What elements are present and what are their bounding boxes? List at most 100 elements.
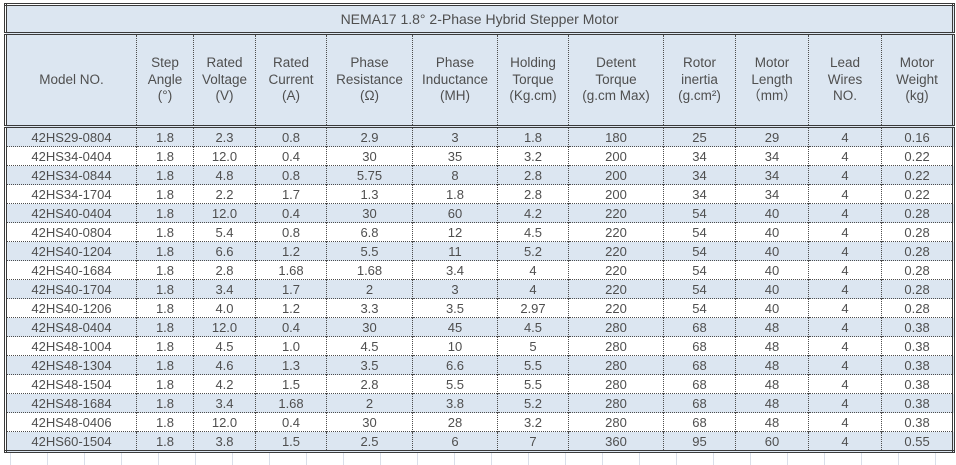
value-cell: 2.97 (497, 298, 569, 318)
value-cell: 200 (568, 146, 664, 166)
value-cell: 5 (497, 336, 569, 356)
value-cell: 4.6 (193, 355, 256, 375)
value-cell: 2.2 (193, 184, 256, 204)
value-cell: 1.2 (255, 241, 327, 261)
value-cell: 280 (568, 317, 664, 337)
value-cell: 200 (568, 165, 664, 185)
value-cell: 220 (568, 203, 664, 223)
value-cell: 4 (808, 260, 882, 280)
value-cell: 1.0 (255, 336, 327, 356)
value-cell: 1.8 (136, 412, 194, 432)
value-cell: 6 (412, 431, 498, 452)
value-cell: 1.8 (136, 374, 194, 394)
value-cell: 4 (808, 355, 882, 375)
value-cell: 3.5 (412, 298, 498, 318)
value-cell: 0.8 (255, 165, 327, 185)
value-cell: 60 (735, 431, 809, 452)
value-cell: 0.22 (880, 146, 954, 166)
model-cell: 42HS40-0404 (5, 203, 137, 223)
value-cell: 4 (808, 374, 882, 394)
value-cell: 5.5 (497, 374, 569, 394)
value-cell: 360 (568, 431, 664, 452)
table-row: 42HS48-1684 1.8 3.4 1.68 2 3.8 5.2 280 68 48 4 0.38 (5, 393, 954, 413)
value-cell: 180 (568, 126, 664, 147)
model-cell: 42HS40-1684 (5, 260, 137, 280)
value-cell: 95 (663, 431, 736, 452)
model-cell: 42HS40-1206 (5, 298, 137, 318)
value-cell: 1.3 (255, 355, 327, 375)
value-cell: 1.2 (255, 298, 327, 318)
value-cell: 2.8 (326, 374, 413, 394)
value-cell: 54 (663, 260, 736, 280)
value-cell: 4 (808, 431, 882, 452)
model-cell: 42HS48-1004 (5, 336, 137, 356)
value-cell: 4.5 (497, 317, 569, 337)
value-cell: 3 (412, 279, 498, 299)
value-cell: 48 (735, 317, 809, 337)
value-cell: 1.8 (412, 184, 498, 204)
value-cell: 30 (326, 317, 413, 337)
value-cell: 3.2 (497, 412, 569, 432)
table-row: 42HS34-0844 1.8 4.8 0.8 5.75 8 2.8 200 34 34 4 0.22 (5, 165, 954, 185)
table-row: 42HS29-0804 1.8 2.3 0.8 2.9 3 1.8 180 25 29 4 0.16 (5, 126, 954, 147)
value-cell: 4 (808, 222, 882, 242)
value-cell: 12.0 (193, 203, 256, 223)
value-cell: 34 (735, 165, 809, 185)
value-cell: 1.8 (136, 279, 194, 299)
value-cell: 4.5 (326, 336, 413, 356)
value-cell: 68 (663, 355, 736, 375)
value-cell: 1.8 (497, 126, 569, 147)
value-cell: 0.28 (880, 203, 954, 223)
value-cell: 280 (568, 336, 664, 356)
value-cell: 3.4 (412, 260, 498, 280)
value-cell: 5.5 (497, 355, 569, 375)
value-cell: 3.4 (193, 279, 256, 299)
value-cell: 30 (326, 203, 413, 223)
value-cell: 4 (808, 126, 882, 147)
value-cell: 1.8 (136, 336, 194, 356)
value-cell: 54 (663, 203, 736, 223)
table-row: 42HS48-1504 1.8 4.2 1.5 2.8 5.5 5.5 280 68 48 4 0.3… (5, 374, 954, 394)
value-cell: 40 (735, 279, 809, 299)
spec-table: NEMA17 1.8° 2-Phase Hybrid Stepper Motor… (4, 3, 956, 453)
column-header-8: Rotor inertia (g.cm²) (663, 33, 736, 128)
value-cell: 1.8 (136, 431, 194, 452)
value-cell: 3.8 (412, 393, 498, 413)
value-cell: 4 (808, 317, 882, 337)
value-cell: 4 (497, 279, 569, 299)
value-cell: 0.38 (880, 317, 954, 337)
value-cell: 0.28 (880, 260, 954, 280)
table-row: 42HS48-1304 1.8 4.6 1.3 3.5 6.6 5.5 280 68 48 4 0.3… (5, 355, 954, 375)
table-row: 42HS40-1704 1.8 3.4 1.7 2 3 4 220 54 40 4 0.28 (5, 279, 954, 299)
model-cell: 42HS48-1504 (5, 374, 137, 394)
value-cell: 54 (663, 279, 736, 299)
model-cell: 42HS48-0406 (5, 412, 137, 432)
model-cell: 42HS48-0404 (5, 317, 137, 337)
value-cell: 12.0 (193, 317, 256, 337)
value-cell: 68 (663, 393, 736, 413)
value-cell: 11 (412, 241, 498, 261)
value-cell: 5.4 (193, 222, 256, 242)
value-cell: 2.8 (497, 165, 569, 185)
value-cell: 1.8 (136, 126, 194, 147)
model-cell: 42HS29-0804 (5, 126, 137, 147)
column-header-4: Phase Resistance (Ω) (326, 33, 413, 128)
value-cell: 48 (735, 412, 809, 432)
value-cell: 4 (497, 260, 569, 280)
value-cell: 34 (735, 146, 809, 166)
value-cell: 0.28 (880, 222, 954, 242)
column-header-5: Phase Inductance (MH) (412, 33, 498, 128)
value-cell: 4.0 (193, 298, 256, 318)
value-cell: 5.75 (326, 165, 413, 185)
model-cell: 42HS60-1504 (5, 431, 137, 452)
value-cell: 54 (663, 298, 736, 318)
value-cell: 6.6 (412, 355, 498, 375)
value-cell: 3 (412, 126, 498, 147)
value-cell: 4 (808, 241, 882, 261)
value-cell: 6.6 (193, 241, 256, 261)
model-cell: 42HS48-1684 (5, 393, 137, 413)
value-cell: 6.8 (326, 222, 413, 242)
table-row: 42HS40-0404 1.8 12.0 0.4 30 60 4.2 220 54 40 4 0.28 (5, 203, 954, 223)
value-cell: 7 (497, 431, 569, 452)
value-cell: 40 (735, 241, 809, 261)
